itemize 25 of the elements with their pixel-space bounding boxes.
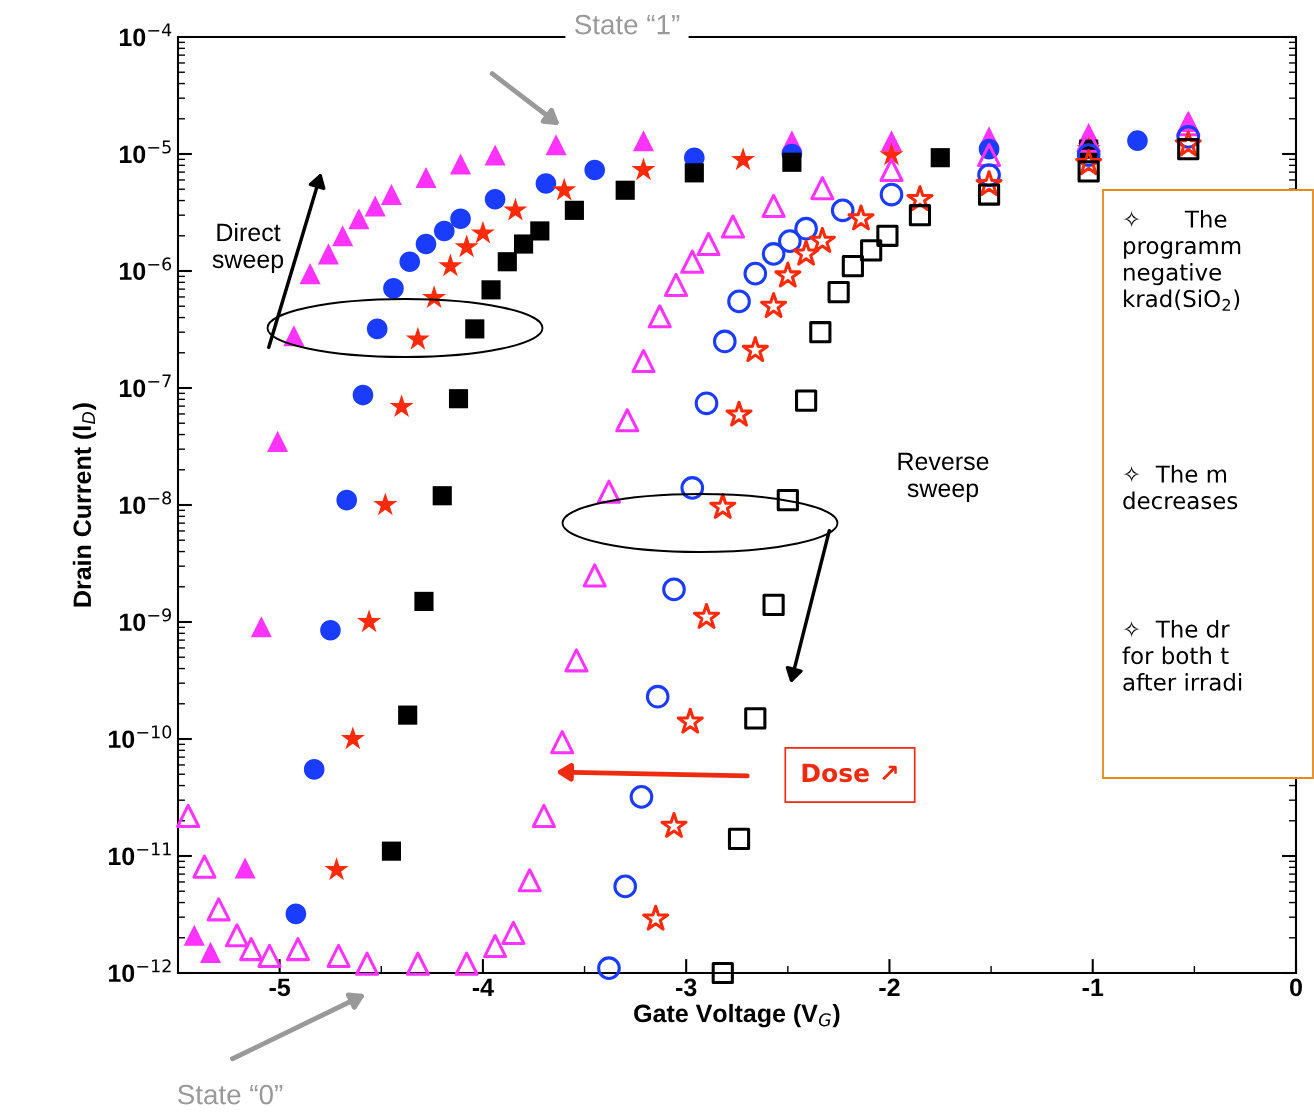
text: State “0” [178,1084,283,1105]
annotation: ✧ The programm negative krad(SiO$_{2}$) [1122,210,1241,311]
annotation: ✧ The dr for both t after irradi [1122,620,1242,691]
y-tick-label: 10$^{−10}$ [108,725,172,749]
x-tick-label: -2 [879,978,900,996]
x-axis-title: Gate Voltage (V$_{G}$) [634,1003,840,1028]
y-tick-label: 10$^{−7}$ [119,374,171,398]
x-tick-label: -1 [1082,978,1104,996]
annotation: Direct sweep [212,222,284,274]
annotation: ✧ The m decreases [1122,465,1238,510]
y-tick-label: 10$^{−8}$ [119,491,172,515]
annotation: Reverse sweep [898,452,989,503]
y-tick-label: 10$^{−5}$ [119,140,171,164]
x-tick-label: -4 [472,978,494,996]
y-tick-label: 10$^{−11}$ [108,842,171,866]
y-tick-label: 10$^{−6}$ [119,257,172,281]
annotation: Dose ↗ [802,763,897,783]
x-tick-label: -5 [269,978,291,997]
y-tick-label: 10$^{−4}$ [119,23,172,47]
y-axis-title: Drain Current (I$_{D}$) [72,403,97,607]
y-tick-label: 10$^{−12}$ [108,959,171,983]
x-tick-label: 0 [1290,978,1302,997]
x-tick-label: -3 [676,978,697,997]
text: State “1” [575,14,680,35]
y-tick-label: 10$^{−9}$ [119,608,171,632]
